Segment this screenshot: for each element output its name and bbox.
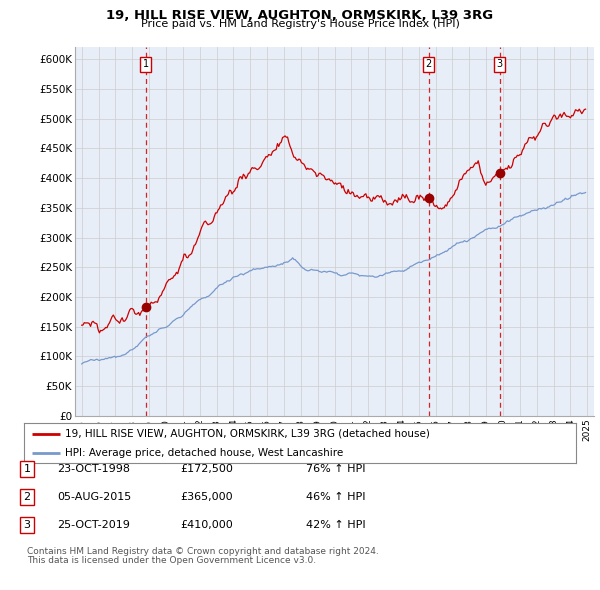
Text: 76% ↑ HPI: 76% ↑ HPI: [306, 464, 365, 474]
Text: 3: 3: [23, 520, 31, 530]
Text: 3: 3: [497, 59, 503, 69]
Text: 19, HILL RISE VIEW, AUGHTON, ORMSKIRK, L39 3RG: 19, HILL RISE VIEW, AUGHTON, ORMSKIRK, L…: [106, 9, 494, 22]
Text: 1: 1: [143, 59, 149, 69]
Text: 2: 2: [425, 59, 432, 69]
Text: 25-OCT-2019: 25-OCT-2019: [57, 520, 130, 530]
Text: 46% ↑ HPI: 46% ↑ HPI: [306, 493, 365, 502]
Text: £410,000: £410,000: [180, 520, 233, 530]
Text: Contains HM Land Registry data © Crown copyright and database right 2024.: Contains HM Land Registry data © Crown c…: [27, 547, 379, 556]
Text: £172,500: £172,500: [180, 464, 233, 474]
Text: Price paid vs. HM Land Registry's House Price Index (HPI): Price paid vs. HM Land Registry's House …: [140, 19, 460, 29]
Text: HPI: Average price, detached house, West Lancashire: HPI: Average price, detached house, West…: [65, 448, 344, 458]
Text: 2: 2: [23, 493, 31, 502]
Text: 19, HILL RISE VIEW, AUGHTON, ORMSKIRK, L39 3RG (detached house): 19, HILL RISE VIEW, AUGHTON, ORMSKIRK, L…: [65, 429, 430, 439]
Text: £365,000: £365,000: [180, 493, 233, 502]
Text: 42% ↑ HPI: 42% ↑ HPI: [306, 520, 365, 530]
Text: This data is licensed under the Open Government Licence v3.0.: This data is licensed under the Open Gov…: [27, 556, 316, 565]
Text: 1: 1: [23, 464, 31, 474]
Text: 23-OCT-1998: 23-OCT-1998: [57, 464, 130, 474]
Text: 05-AUG-2015: 05-AUG-2015: [57, 493, 131, 502]
